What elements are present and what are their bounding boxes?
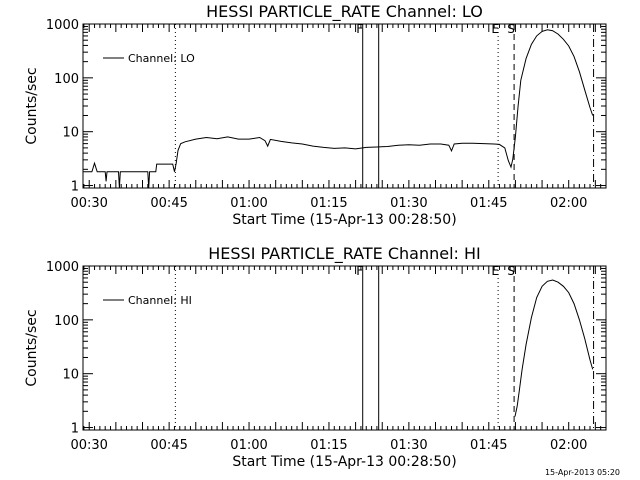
flag-label: F	[356, 22, 363, 36]
x-tick-label: 02:00	[550, 196, 587, 211]
y-tick-label: 100	[54, 72, 79, 87]
chart-title: HESSI PARTICLE_RATE Channel: LO	[206, 2, 483, 22]
y-tick-label: 1	[71, 422, 79, 437]
x-tick-label: 00:30	[70, 438, 107, 453]
x-tick-label: 01:30	[390, 196, 427, 211]
x-axis-label: Start Time (15-Apr-13 00:28:50)	[232, 212, 456, 228]
x-tick-label: 01:30	[390, 438, 427, 453]
y-axis-label: Counts/sec	[24, 309, 40, 386]
series-line	[514, 279, 594, 417]
timestamp-footer: 15-Apr-2013 05:20	[545, 468, 620, 477]
series-line	[83, 29, 594, 189]
x-tick-label: 00:45	[150, 196, 187, 211]
flag-label: F	[356, 264, 363, 278]
y-tick-label: 10	[62, 126, 79, 141]
x-tick-label: 01:00	[230, 438, 267, 453]
y-tick-label: 1000	[46, 260, 79, 275]
flag-label: E	[491, 264, 499, 278]
y-tick-label: 1	[71, 180, 79, 195]
plot-frame	[82, 23, 607, 189]
x-tick-label: 01:45	[470, 438, 507, 453]
flag-label: S	[507, 264, 515, 278]
y-tick-label: 1000	[46, 18, 79, 33]
flag-label: E	[491, 22, 499, 36]
flag-label: S	[507, 22, 515, 36]
plot-frame	[82, 265, 607, 431]
chart-panel-0: HESSI PARTICLE_RATE Channel: LO Counts/se…	[24, 2, 607, 228]
x-tick-label: 01:15	[310, 196, 347, 211]
y-tick-label: 10	[62, 368, 79, 383]
x-tick-label: 01:00	[230, 196, 267, 211]
y-axis-label: Counts/sec	[24, 67, 40, 144]
x-tick-label: 00:30	[70, 196, 107, 211]
chart-title: HESSI PARTICLE_RATE Channel: HI	[208, 244, 481, 264]
legend-entry: Channel: LO	[128, 52, 195, 65]
x-axis-label: Start Time (15-Apr-13 00:28:50)	[232, 454, 456, 470]
chart-panel-1: HESSI PARTICLE_RATE Channel: HI Counts/se…	[24, 244, 607, 470]
x-tick-label: 00:45	[150, 438, 187, 453]
legend-entry: Channel: HI	[128, 294, 192, 307]
y-tick-label: 100	[54, 314, 79, 329]
x-tick-label: 01:45	[470, 196, 507, 211]
x-tick-label: 01:15	[310, 438, 347, 453]
x-tick-label: 02:00	[550, 438, 587, 453]
